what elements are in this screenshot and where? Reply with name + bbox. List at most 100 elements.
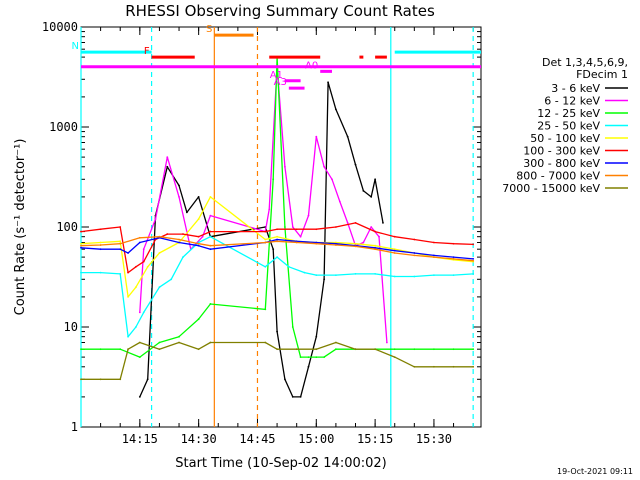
data-point (99, 241, 102, 244)
data-point (99, 378, 102, 381)
series-line (139, 66, 388, 343)
chart-title: RHESSI Observing Summary Count Rates (125, 2, 435, 20)
data-point (166, 165, 169, 168)
marker-label: N (72, 41, 79, 52)
data-point (276, 235, 278, 238)
data-point (185, 211, 188, 214)
data-point (146, 378, 149, 381)
y-tick-label: 100 (56, 220, 78, 234)
y-tick-label: 1 (71, 420, 78, 434)
legend-entry: 3 - 6 keV (551, 82, 600, 95)
series-line (80, 236, 474, 262)
data-point (299, 235, 302, 238)
data-point (338, 200, 341, 203)
data-point (374, 230, 377, 233)
data-point (197, 318, 200, 320)
series-line (81, 236, 474, 338)
data-point (472, 348, 475, 351)
y-tick-label: 10000 (42, 20, 78, 34)
data-point (99, 228, 102, 231)
data-point (433, 256, 435, 259)
data-point (374, 178, 377, 181)
data-point (142, 260, 145, 263)
data-point (135, 326, 137, 328)
data-point (264, 241, 267, 244)
data-point (170, 278, 173, 281)
x-tick-label: 14:15 (122, 432, 158, 446)
data-point (182, 233, 184, 235)
data-point (307, 356, 310, 359)
data-point (315, 348, 318, 351)
data-point (276, 330, 278, 333)
series-line (81, 341, 474, 380)
data-point (154, 218, 157, 220)
data-point (335, 274, 337, 277)
data-point (80, 271, 82, 274)
data-point (209, 341, 212, 344)
data-point (99, 348, 102, 351)
data-point (276, 228, 278, 231)
data-point (393, 248, 396, 251)
data-point (291, 395, 294, 398)
marker-label: A0 (305, 60, 318, 71)
data-point (80, 230, 82, 233)
marker-label: A1 (270, 70, 283, 81)
data-point (209, 214, 212, 217)
data-point (472, 243, 475, 246)
data-point (472, 257, 475, 260)
data-point (119, 348, 122, 351)
data-point (272, 178, 275, 181)
data-point (472, 365, 475, 368)
data-point (452, 256, 455, 259)
data-point (335, 226, 337, 228)
data-point (303, 271, 306, 274)
data-point (452, 274, 455, 277)
data-point (354, 163, 357, 166)
data-point (307, 365, 310, 368)
data-point (354, 242, 357, 245)
data-point (370, 226, 373, 228)
data-point (146, 265, 149, 268)
data-point (354, 245, 357, 248)
legend-entry: 7000 - 15000 keV (502, 182, 600, 195)
data-point (362, 241, 365, 244)
data-point (197, 244, 200, 247)
data-point (158, 235, 161, 238)
data-point (393, 249, 396, 252)
data-point (335, 341, 337, 344)
data-point (335, 242, 337, 245)
data-point (284, 226, 286, 228)
data-point (323, 356, 326, 359)
data-point (287, 265, 290, 268)
data-point (80, 244, 82, 247)
data-point (268, 208, 271, 211)
data-point (197, 348, 200, 351)
data-point (209, 195, 212, 198)
data-point (291, 226, 294, 228)
legend-header: Det 1,3,4,5,6,9, (542, 56, 628, 69)
data-point (323, 278, 326, 281)
data-point (284, 378, 286, 381)
x-tick-label: 15:15 (357, 432, 393, 446)
data-point (374, 348, 377, 351)
data-point (374, 246, 377, 249)
data-point (452, 257, 455, 260)
data-point (178, 195, 180, 198)
data-point (197, 195, 200, 198)
data-point (295, 228, 298, 231)
data-point (315, 356, 318, 359)
data-point (452, 365, 455, 368)
data-point (335, 108, 337, 111)
data-point (135, 265, 137, 268)
data-point (166, 156, 169, 159)
data-point (472, 259, 475, 262)
data-point (80, 348, 82, 351)
marker-label: F (144, 46, 150, 57)
data-point (138, 236, 141, 239)
generated-timestamp: 19-Oct-2021 09:11 (557, 467, 633, 476)
legend-entry: 300 - 800 keV (523, 157, 600, 170)
data-point (315, 335, 318, 338)
series-line (80, 222, 474, 274)
x-tick-label: 14:30 (181, 432, 217, 446)
data-point (209, 235, 212, 238)
